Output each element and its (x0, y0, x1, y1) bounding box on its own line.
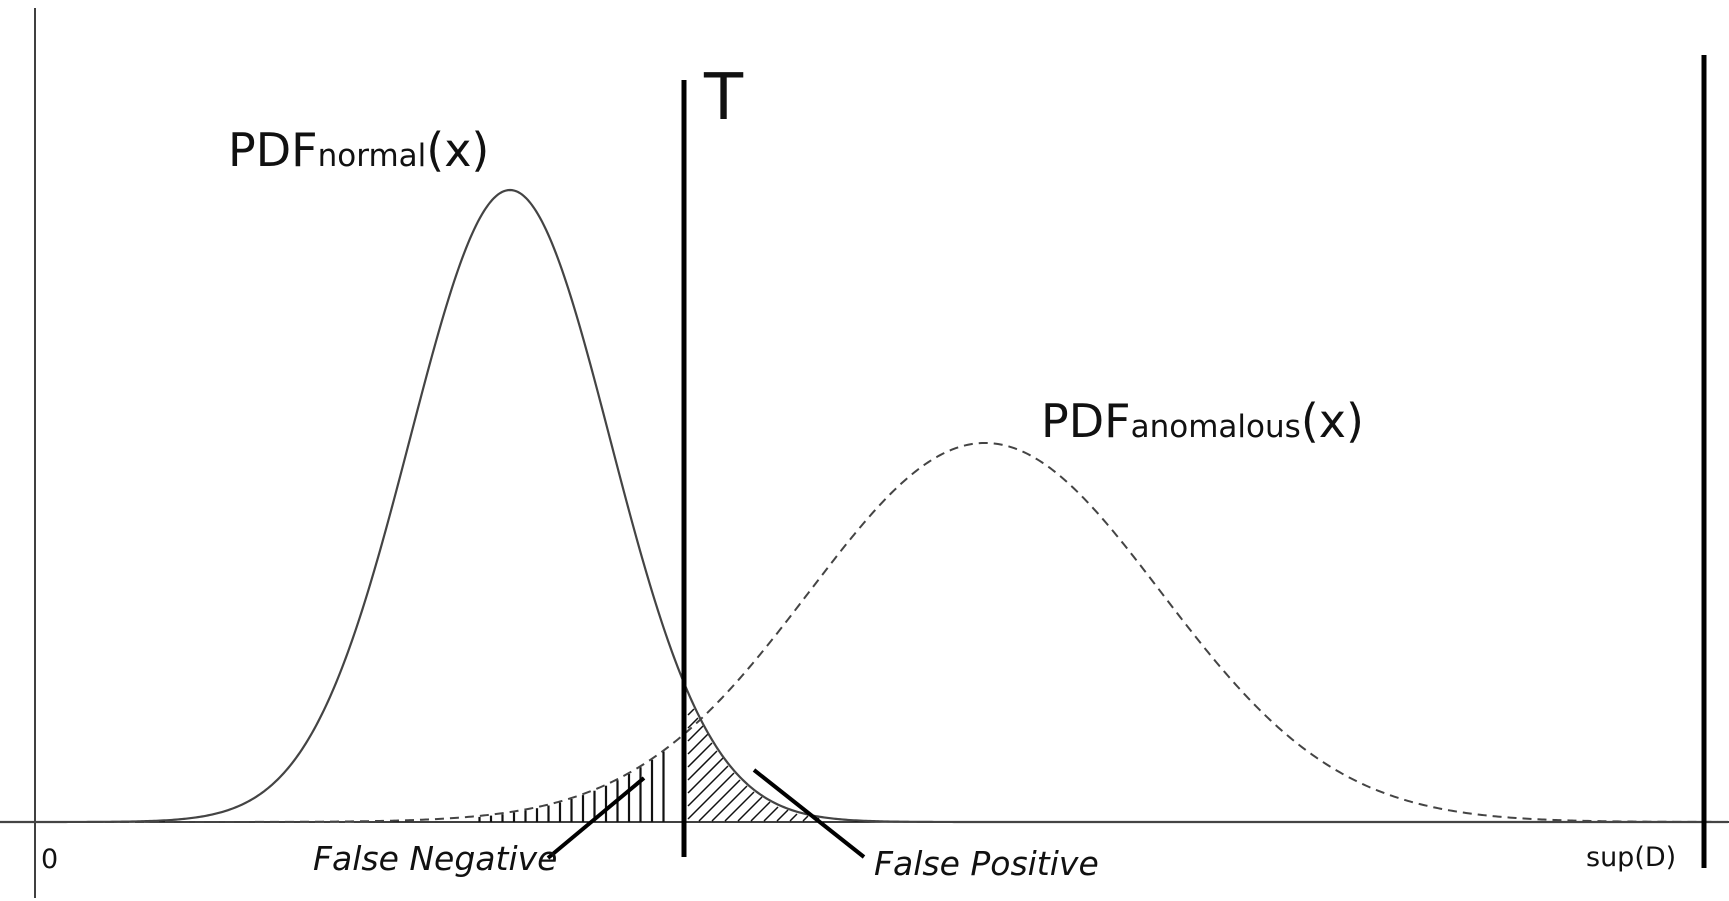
false-positive-hatch-line (724, 791, 755, 822)
false-positive-hatch-line (687, 733, 709, 755)
false-positive-hatch-line (687, 757, 724, 794)
false-positive-hatch-line (737, 796, 763, 822)
anomalous-pdf-curve (0, 442, 1728, 823)
false-positive-hatch-line (763, 806, 779, 822)
false-positive-hatch-line (802, 815, 809, 822)
support-max-label: sup(D) (1586, 842, 1676, 873)
normal-pdf-main: PDF (228, 123, 318, 177)
false-positive-hatch-line (698, 779, 741, 822)
false-positive-hatch-line (687, 717, 699, 729)
origin-label: 0 (41, 844, 58, 875)
false-positive-leader (752, 768, 866, 859)
false-positive-hatch-line (687, 772, 735, 820)
false-positive-hatch-line (687, 708, 695, 716)
anomalous-pdf-suffix: (x) (1301, 394, 1364, 448)
false-positive-label: False Positive (874, 844, 1099, 883)
false-negative-label: False Negative (313, 839, 557, 878)
anomalous-pdf-label: PDFanomalous(x) (1041, 394, 1364, 448)
normal-pdf-label: PDFnormal(x) (228, 123, 489, 177)
anomalous-pdf-sub: anomalous (1131, 409, 1301, 445)
normal-pdf-suffix: (x) (426, 123, 489, 177)
false-positive-hatch-line (776, 809, 789, 822)
false-positive-hatch-line (687, 765, 729, 807)
false-positive-hatch-line (750, 801, 771, 822)
false-positive-hatch-line (687, 742, 713, 768)
anomalous-pdf-main: PDF (1041, 394, 1131, 448)
false-positive-hatch-line (687, 725, 704, 742)
false-positive-hatch-line (711, 785, 748, 822)
false-negative-hatch (478, 751, 665, 822)
false-positive-hatch-line (687, 750, 718, 781)
threshold-label: T (703, 61, 744, 135)
false-negative-leader (546, 776, 646, 860)
normal-pdf-curve (0, 188, 1728, 824)
normal-pdf-sub: normal (318, 138, 427, 174)
false-positive-hatch-line (789, 813, 798, 822)
